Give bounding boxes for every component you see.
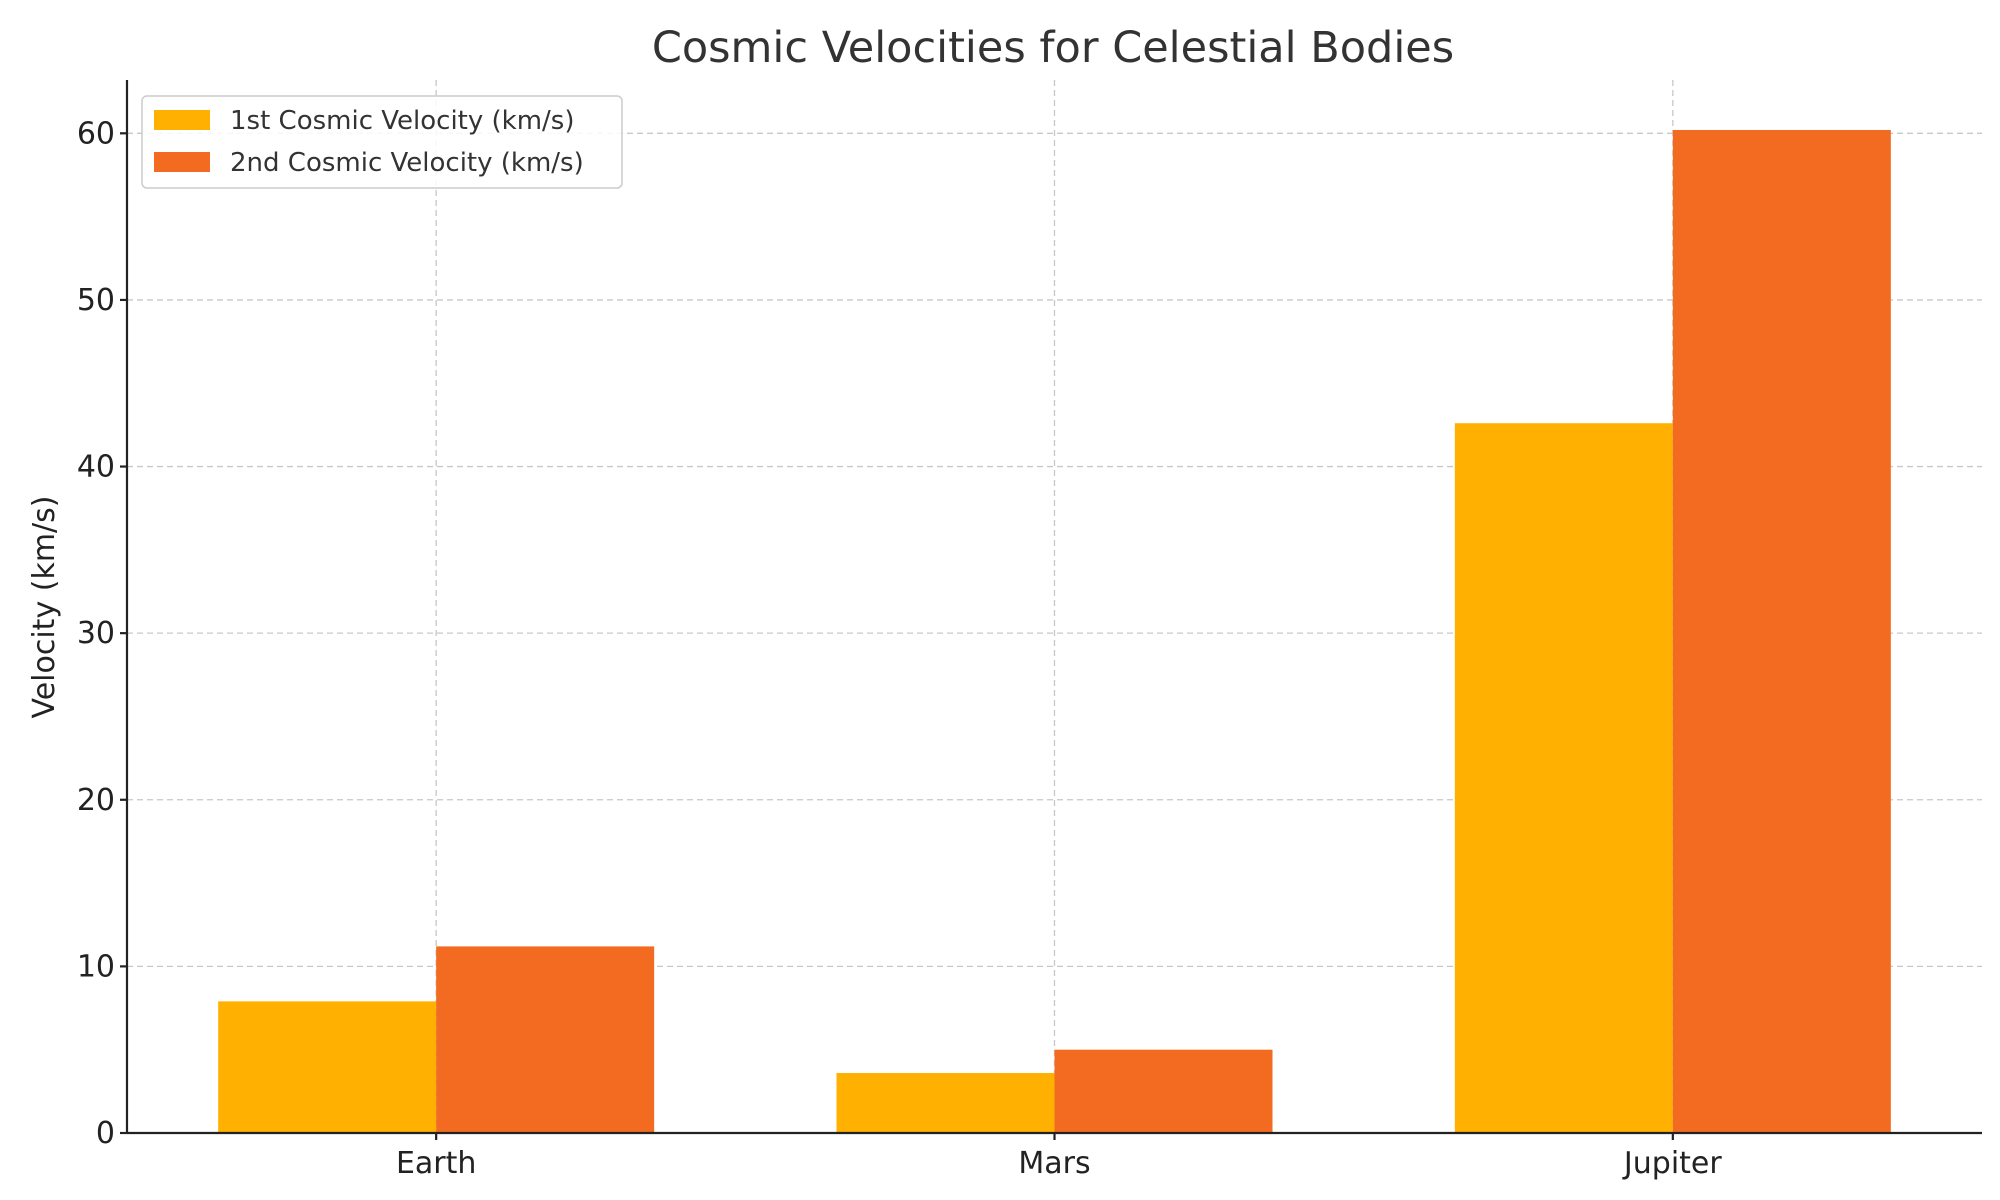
chart-title: Cosmic Velocities for Celestial Bodies xyxy=(652,23,1454,73)
axes xyxy=(120,80,1982,1140)
x-tick-label: Mars xyxy=(1018,1146,1090,1181)
bar-1-earth xyxy=(218,1001,437,1133)
x-tick-label: Jupiter xyxy=(1622,1146,1722,1181)
bar-1-mars xyxy=(836,1073,1055,1133)
legend-box xyxy=(141,95,623,189)
bar-2-earth xyxy=(436,946,655,1133)
bar-2-mars xyxy=(1054,1049,1273,1133)
y-tick-label: 0 xyxy=(96,1116,115,1151)
legend-swatch xyxy=(154,110,210,130)
y-tick-label: 30 xyxy=(77,616,115,651)
y-tick-label: 20 xyxy=(77,783,115,818)
y-tick-label: 60 xyxy=(77,116,115,151)
y-tick-label: 40 xyxy=(77,450,115,485)
legend: 1st Cosmic Velocity (km/s) 2nd Cosmic Vel… xyxy=(141,95,623,189)
tick-labels: 0 10 20 30 40 50 60 Earth Mars Jupiter xyxy=(77,116,1723,1181)
y-axis-label: Velocity (km/s) xyxy=(27,496,62,719)
y-tick-label: 50 xyxy=(77,283,115,318)
bar-1-jupiter xyxy=(1454,423,1673,1133)
x-tick-label: Earth xyxy=(396,1146,476,1181)
bars xyxy=(218,129,1891,1133)
y-tick-label: 10 xyxy=(77,949,115,984)
legend-label: 1st Cosmic Velocity (km/s) xyxy=(230,106,575,136)
legend-label: 2nd Cosmic Velocity (km/s) xyxy=(230,148,584,178)
bar-2-jupiter xyxy=(1672,129,1891,1133)
legend-swatch xyxy=(154,152,210,172)
